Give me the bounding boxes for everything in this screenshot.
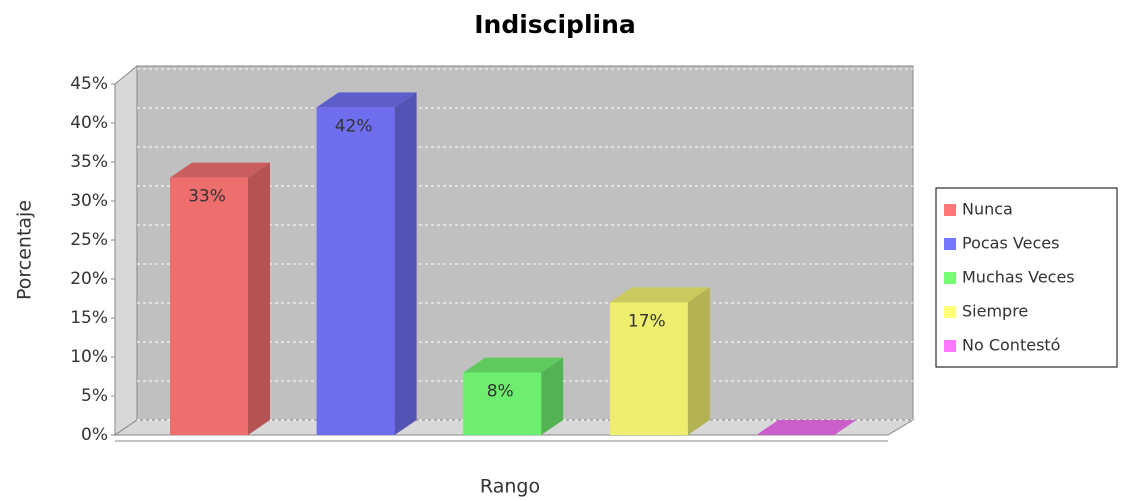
value-label: 33% — [188, 187, 226, 207]
bar-top — [316, 92, 417, 108]
bar-side — [394, 92, 417, 436]
legend-label: Pocas Veces — [962, 234, 1059, 253]
y-tick-label: 20% — [70, 269, 108, 289]
y-tick-label: 30% — [70, 191, 108, 211]
y-axis-label: Porcentaje — [14, 200, 36, 300]
bar — [316, 107, 395, 436]
legend-label: Muchas Veces — [962, 268, 1075, 287]
legend-swatch — [944, 272, 956, 284]
bar-top — [463, 357, 564, 373]
bar-side — [541, 357, 564, 435]
y-tick-label: 15% — [70, 308, 108, 328]
x-axis-label: Rango — [480, 476, 540, 498]
bar-top — [609, 287, 710, 303]
value-label: 42% — [335, 116, 373, 136]
bar-side — [687, 287, 710, 435]
legend-box — [935, 187, 1118, 368]
y-tick-label: 35% — [70, 152, 108, 172]
y-tick-label: 5% — [81, 386, 108, 406]
y-tick-label: 0% — [81, 425, 108, 445]
value-label: 17% — [628, 311, 666, 331]
legend-swatch — [944, 238, 956, 250]
bar-top — [756, 420, 857, 435]
legend-swatch — [944, 306, 956, 318]
y-tick-label: 10% — [70, 347, 108, 367]
side-wall — [114, 64, 138, 436]
bar-side — [248, 162, 270, 435]
legend-label: Nunca — [962, 200, 1013, 219]
legend-label: No Contestó — [962, 336, 1060, 355]
value-label: 8% — [487, 382, 514, 402]
legend-swatch — [944, 204, 956, 216]
y-tick-label: 45% — [70, 74, 108, 94]
legend-swatch — [944, 340, 956, 352]
bar — [609, 302, 688, 435]
legend-label: Siempre — [962, 302, 1028, 321]
chart-title: Indisciplina — [474, 10, 636, 39]
bar — [170, 177, 248, 435]
y-tick-label: 40% — [70, 113, 108, 133]
bar — [463, 372, 542, 435]
bar-top — [170, 162, 270, 178]
y-tick-label: 25% — [70, 230, 108, 250]
